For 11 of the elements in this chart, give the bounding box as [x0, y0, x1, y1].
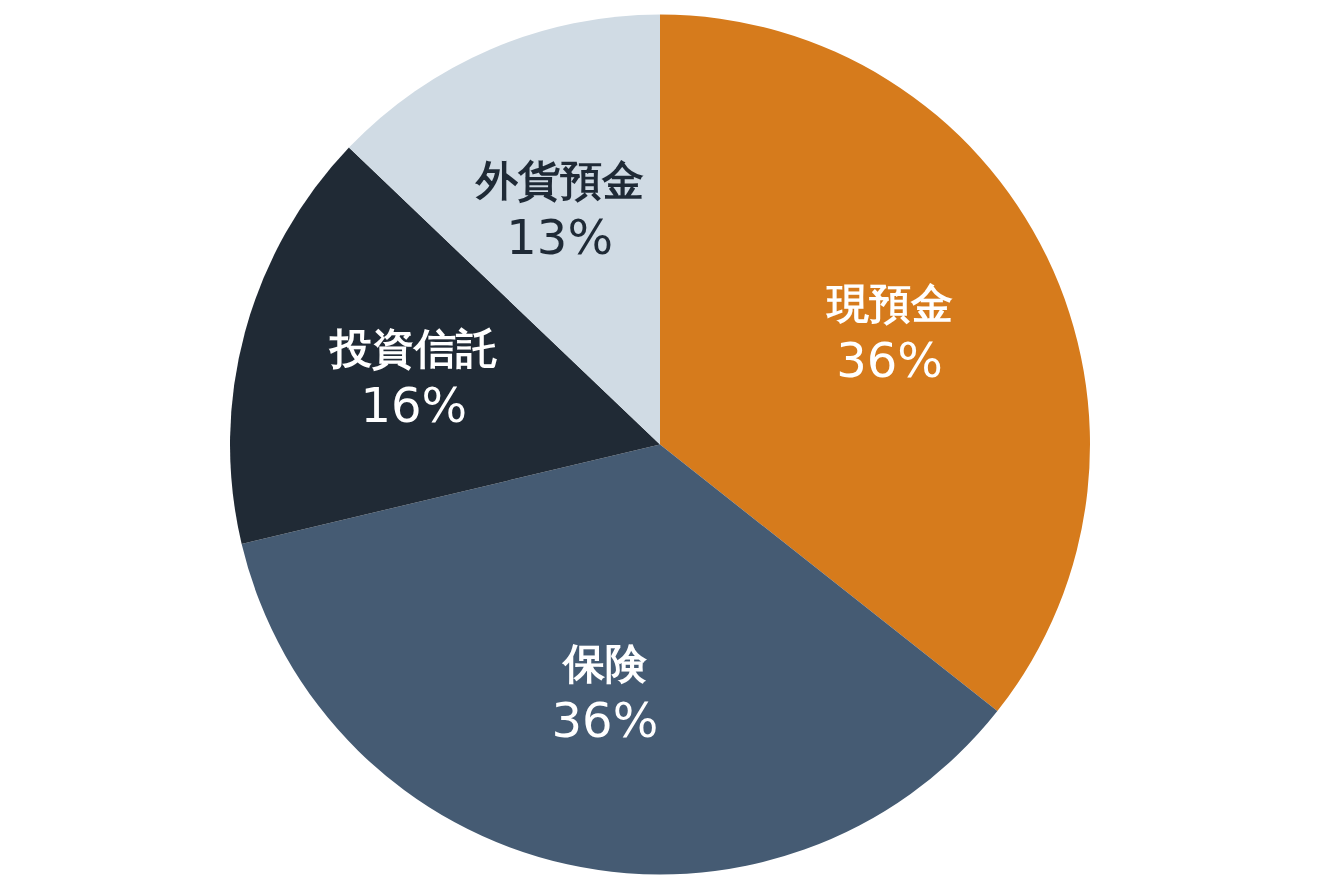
data-label: 16% [360, 376, 468, 433]
pie-slice [230, 147, 660, 544]
slice-label: 投資信託 [327, 323, 498, 373]
data-label: 13% [506, 209, 614, 266]
data-label: 36% [551, 692, 659, 749]
slice-label: 現預金 [824, 279, 953, 329]
slice-label: 保険 [560, 639, 648, 689]
pie-slice [660, 14, 1090, 712]
pie-slice [241, 444, 998, 875]
slice-label: 外貨預金 [474, 156, 644, 206]
data-label: 36% [836, 332, 943, 389]
